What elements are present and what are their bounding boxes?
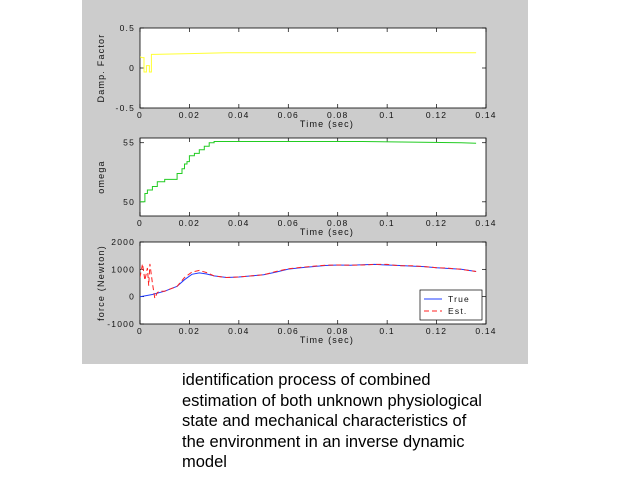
x-tick-label: 0.1 xyxy=(379,110,394,120)
x-tick-label: 0 xyxy=(137,218,143,228)
x-tick-label: 0.1 xyxy=(379,218,394,228)
x-tick-label: 0.04 xyxy=(228,110,249,120)
y-axis-label: force (Newton) xyxy=(96,245,106,321)
x-tick-label: 0.08 xyxy=(327,326,348,336)
x-tick-label: 0.06 xyxy=(278,218,299,228)
axes-box xyxy=(139,137,487,217)
y-tick-label: 0 xyxy=(129,292,135,302)
legend-label: Est. xyxy=(448,306,467,316)
subplot-1: 0 0.02 0.04 0.06 0.08 0.1 0.12 0.140.50-0.5Time… xyxy=(96,23,496,129)
x-tick-label: 0.02 xyxy=(179,218,200,228)
y-tick-label: 1000 xyxy=(111,264,135,274)
x-tick-label: 0.1 xyxy=(379,326,394,336)
x-tick-label: 0.14 xyxy=(475,218,496,228)
y-tick-label: 0.5 xyxy=(120,23,135,33)
x-tick-label: 0.02 xyxy=(179,110,200,120)
y-tick-label: 55 xyxy=(123,138,135,148)
y-tick-label: -0.5 xyxy=(116,103,135,113)
x-tick-label: 0.12 xyxy=(426,110,447,120)
subplot-3: 0 0.02 0.04 0.06 0.08 0.1 0.12 0.14200010000-10… xyxy=(96,237,496,345)
caption-line: estimation of both unknown physiological xyxy=(182,391,482,410)
legend-box xyxy=(419,289,483,321)
x-axis-label: Time (sec) xyxy=(300,119,354,129)
y-tick-label: 0 xyxy=(129,63,135,73)
x-axis-label: Time (sec) xyxy=(300,227,354,237)
figure-window: 0 0.02 0.04 0.06 0.08 0.1 0.12 0.14 0.5 0 -0.5 Time… xyxy=(82,0,528,364)
x-tick-label: 0.08 xyxy=(327,218,348,228)
x-tick-label: 0.04 xyxy=(228,326,249,336)
y-tick-label: -1000 xyxy=(107,319,135,329)
x-axis-label: Time (sec) xyxy=(300,335,354,345)
caption-line: model xyxy=(182,453,227,471)
series-line-est xyxy=(140,263,477,301)
x-tick-label: 0 xyxy=(137,326,143,336)
legend-label: True xyxy=(448,294,470,304)
x-tick-label: 0 xyxy=(137,110,143,120)
y-tick-label: 50 xyxy=(123,197,135,207)
series-line-damp-factor xyxy=(140,52,477,73)
y-axis-label: Damp. Factor xyxy=(96,34,106,103)
plots-group: 0 0.02 0.04 0.06 0.08 0.1 0.12 0.140.50-0.5Time… xyxy=(96,23,496,345)
legend: True Est. xyxy=(419,289,483,321)
subplot-2: 0 0.02 0.04 0.06 0.08 0.1 0.12 0.14 55 50 Time (se… xyxy=(96,137,496,237)
caption-line: state and mechanical characteristics of xyxy=(182,412,467,430)
caption-line: the environment in an inverse dynamic xyxy=(182,432,465,451)
y-tick-label: 2000 xyxy=(111,237,135,247)
x-tick-label: 0.12 xyxy=(426,218,447,228)
x-tick-label: 0.06 xyxy=(278,326,299,336)
series-line-omega xyxy=(140,141,477,203)
x-tick-label: 0.14 xyxy=(475,110,496,120)
series-line-true xyxy=(140,263,477,298)
x-tick-label: 0.04 xyxy=(228,218,249,228)
x-tick-label: 0.02 xyxy=(179,326,200,336)
matlab-figure: 0 0.02 0.04 0.06 0.08 0.1 0.12 0.140.50-0.5Time… xyxy=(82,0,528,364)
x-tick-label: 0.12 xyxy=(426,326,447,336)
x-tick-label: 0.06 xyxy=(278,110,299,120)
axes-box xyxy=(139,27,487,109)
y-axis-label: omega xyxy=(96,160,106,194)
caption: identification process of combined estim… xyxy=(182,370,512,473)
x-tick-label: 0.14 xyxy=(475,326,496,336)
x-tick-label: 0.08 xyxy=(327,110,348,120)
caption-line: identification process of combined xyxy=(182,371,431,389)
